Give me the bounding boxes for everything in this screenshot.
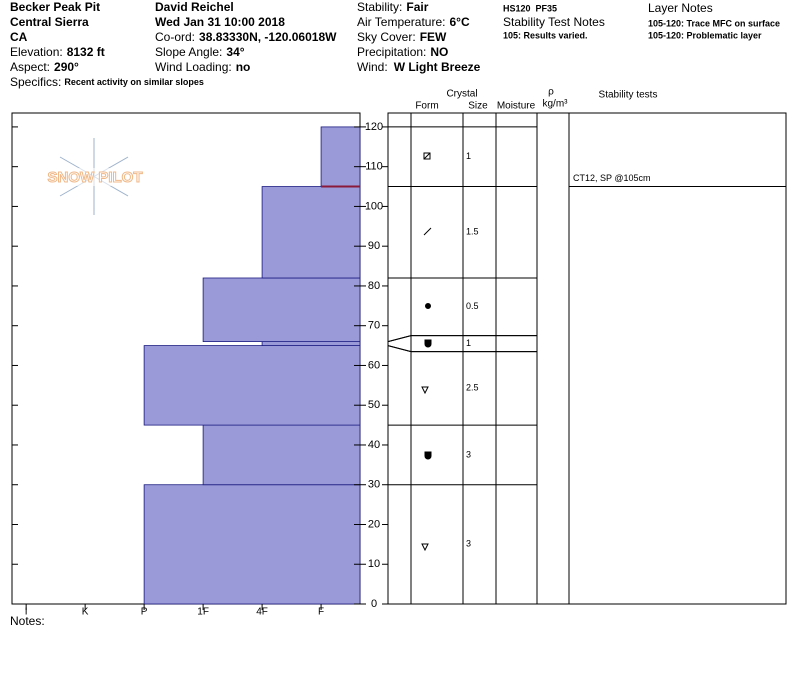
hardness-bar	[202, 424, 361, 486]
label: Precipitation:	[357, 45, 426, 59]
label: Co-ord:	[155, 30, 195, 44]
value: Fair	[406, 0, 428, 14]
y-tick-label: 0	[371, 598, 377, 610]
x-tick-label: K	[82, 607, 89, 618]
layer-note: 105-120: Trace MFC on surface	[648, 18, 780, 28]
col-header: Form	[415, 101, 438, 112]
col-header: kg/m³	[543, 99, 569, 110]
y-tick-label: 30	[368, 479, 380, 491]
notes-label: Notes:	[10, 614, 45, 628]
col-header: Stability tests	[599, 90, 658, 101]
y-tick-label: 60	[368, 359, 380, 371]
air-temp: Air Temperature: 6°C	[357, 15, 470, 29]
value: no	[236, 60, 251, 74]
sky: Sky Cover: FEW	[357, 30, 447, 44]
logo-back	[34, 168, 154, 186]
value: 38.83330N, -120.06018W	[199, 30, 337, 44]
datetime: Wed Jan 31 10:00 2018	[155, 15, 285, 29]
x-tick-label: P	[141, 607, 148, 618]
elevation: Elevation: 8132 ft	[10, 45, 105, 59]
region: Central Sierra	[10, 15, 89, 29]
y-tick-label: 120	[365, 121, 383, 133]
label: Stability:	[357, 0, 402, 14]
hardness-bar	[320, 126, 361, 187]
table-frame	[387, 112, 787, 605]
y-tick-label: 10	[368, 558, 380, 570]
y-tick-label: 20	[368, 518, 380, 530]
value: 6°C	[449, 15, 469, 29]
hardness-bar	[261, 341, 361, 346]
test-notes-title: Stability Test Notes	[503, 15, 605, 29]
crystal-size: 1	[466, 338, 471, 348]
value: 290°	[54, 60, 79, 74]
layer-notes-title: Layer Notes	[648, 1, 713, 15]
label: Air Temperature:	[357, 15, 445, 29]
value: 34°	[226, 45, 244, 59]
layer-note: 105-120: Problematic layer	[648, 30, 762, 40]
value: W Light Breeze	[394, 60, 481, 74]
crystal-size: 3	[466, 449, 471, 459]
y-tick-label: 80	[368, 280, 380, 292]
logo-text: SNOW PILOT	[48, 169, 143, 186]
hardness-bar	[202, 277, 361, 343]
pit-name: Becker Peak Pit	[10, 0, 100, 14]
test-note: 105: Results varied.	[503, 30, 588, 40]
y-tick-label: 90	[368, 240, 380, 252]
col-header: ρ	[548, 87, 554, 98]
label: Specifics:	[10, 75, 61, 89]
col-header: Size	[468, 101, 488, 112]
x-tick-label: F	[318, 607, 324, 618]
precip: Precipitation: NO	[357, 45, 448, 59]
col-header: Crystal	[446, 89, 477, 100]
stability: Stability: Fair	[357, 0, 429, 14]
wind: Wind: W Light Breeze	[357, 60, 481, 74]
value: Recent activity on similar slopes	[64, 77, 204, 87]
y-tick-label: 50	[368, 399, 380, 411]
hardness-bar	[261, 186, 361, 279]
aspect: Aspect: 290°	[10, 60, 79, 74]
value: NO	[430, 45, 448, 59]
label: Elevation:	[10, 45, 63, 59]
state: CA	[10, 30, 28, 44]
label: Wind:	[357, 60, 388, 74]
layer-connector	[387, 335, 412, 343]
label: Sky Cover:	[357, 30, 416, 44]
layer-connector	[387, 345, 412, 353]
crystal-size: 2.5	[466, 383, 479, 393]
y-tick-label: 100	[365, 200, 383, 212]
col-header: Moisture	[497, 101, 536, 112]
label: Aspect:	[10, 60, 50, 74]
crystal-size: 1.5	[466, 227, 479, 237]
x-tick-label: I	[25, 607, 28, 618]
label: Slope Angle:	[155, 45, 222, 59]
hs: HS120 PF35	[503, 3, 557, 13]
value: FEW	[420, 30, 447, 44]
y-tick-label: 70	[368, 320, 380, 332]
crystal-size: 0.5	[466, 301, 479, 311]
crystal-size: 1	[466, 151, 471, 161]
specifics: Specifics: Recent activity on similar slo…	[10, 75, 204, 89]
test-label: CT12, SP @105cm	[573, 173, 651, 183]
crystal-size: 3	[466, 539, 471, 549]
hardness-bar	[143, 484, 361, 605]
form-glyphs	[421, 152, 432, 552]
y-tick-label: 40	[368, 439, 380, 451]
observer: David Reichel	[155, 0, 234, 14]
x-tick-label: 1F	[197, 607, 209, 618]
slope: Slope Angle: 34°	[155, 45, 245, 59]
hardness-bar	[143, 345, 361, 426]
x-tick-label: 4F	[256, 607, 268, 618]
value: 8132 ft	[67, 45, 105, 59]
y-tick-label: 110	[365, 161, 383, 173]
label: Wind Loading:	[155, 60, 232, 74]
coord: Co-ord: 38.83330N, -120.06018W	[155, 30, 337, 44]
wind-loading: Wind Loading: no	[155, 60, 250, 74]
